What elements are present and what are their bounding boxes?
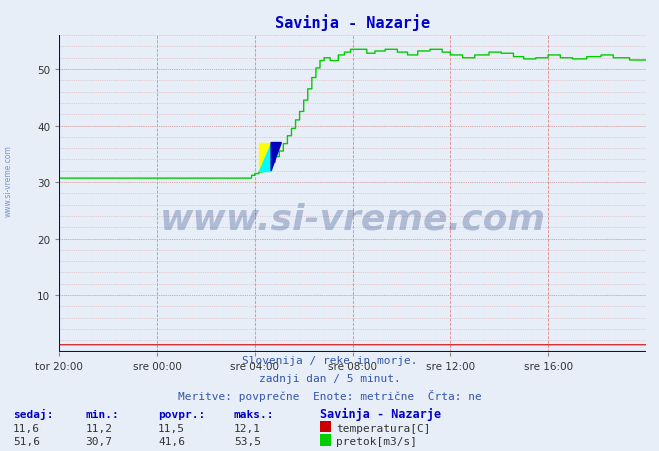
Text: povpr.:: povpr.:	[158, 409, 206, 419]
Text: min.:: min.:	[86, 409, 119, 419]
Text: 11,2: 11,2	[86, 423, 113, 433]
Text: 11,5: 11,5	[158, 423, 185, 433]
Text: pretok[m3/s]: pretok[m3/s]	[336, 436, 417, 446]
Text: 51,6: 51,6	[13, 436, 40, 446]
Text: zadnji dan / 5 minut.: zadnji dan / 5 minut.	[258, 373, 401, 383]
Text: 12,1: 12,1	[234, 423, 261, 433]
Text: www.si-vreme.com: www.si-vreme.com	[159, 202, 546, 236]
Polygon shape	[259, 143, 271, 171]
Text: 41,6: 41,6	[158, 436, 185, 446]
Text: 30,7: 30,7	[86, 436, 113, 446]
Polygon shape	[271, 143, 281, 171]
Text: www.si-vreme.com: www.si-vreme.com	[3, 144, 13, 216]
Text: Meritve: povprečne  Enote: metrične  Črta: ne: Meritve: povprečne Enote: metrične Črta:…	[178, 389, 481, 401]
Text: 53,5: 53,5	[234, 436, 261, 446]
Text: Slovenija / reke in morje.: Slovenija / reke in morje.	[242, 355, 417, 365]
Text: 11,6: 11,6	[13, 423, 40, 433]
Text: maks.:: maks.:	[234, 409, 274, 419]
Polygon shape	[259, 143, 271, 171]
Text: Savinja - Nazarje: Savinja - Nazarje	[320, 407, 441, 420]
Text: sedaj:: sedaj:	[13, 408, 53, 419]
Text: temperatura[C]: temperatura[C]	[336, 423, 430, 433]
Title: Savinja - Nazarje: Savinja - Nazarje	[275, 14, 430, 31]
